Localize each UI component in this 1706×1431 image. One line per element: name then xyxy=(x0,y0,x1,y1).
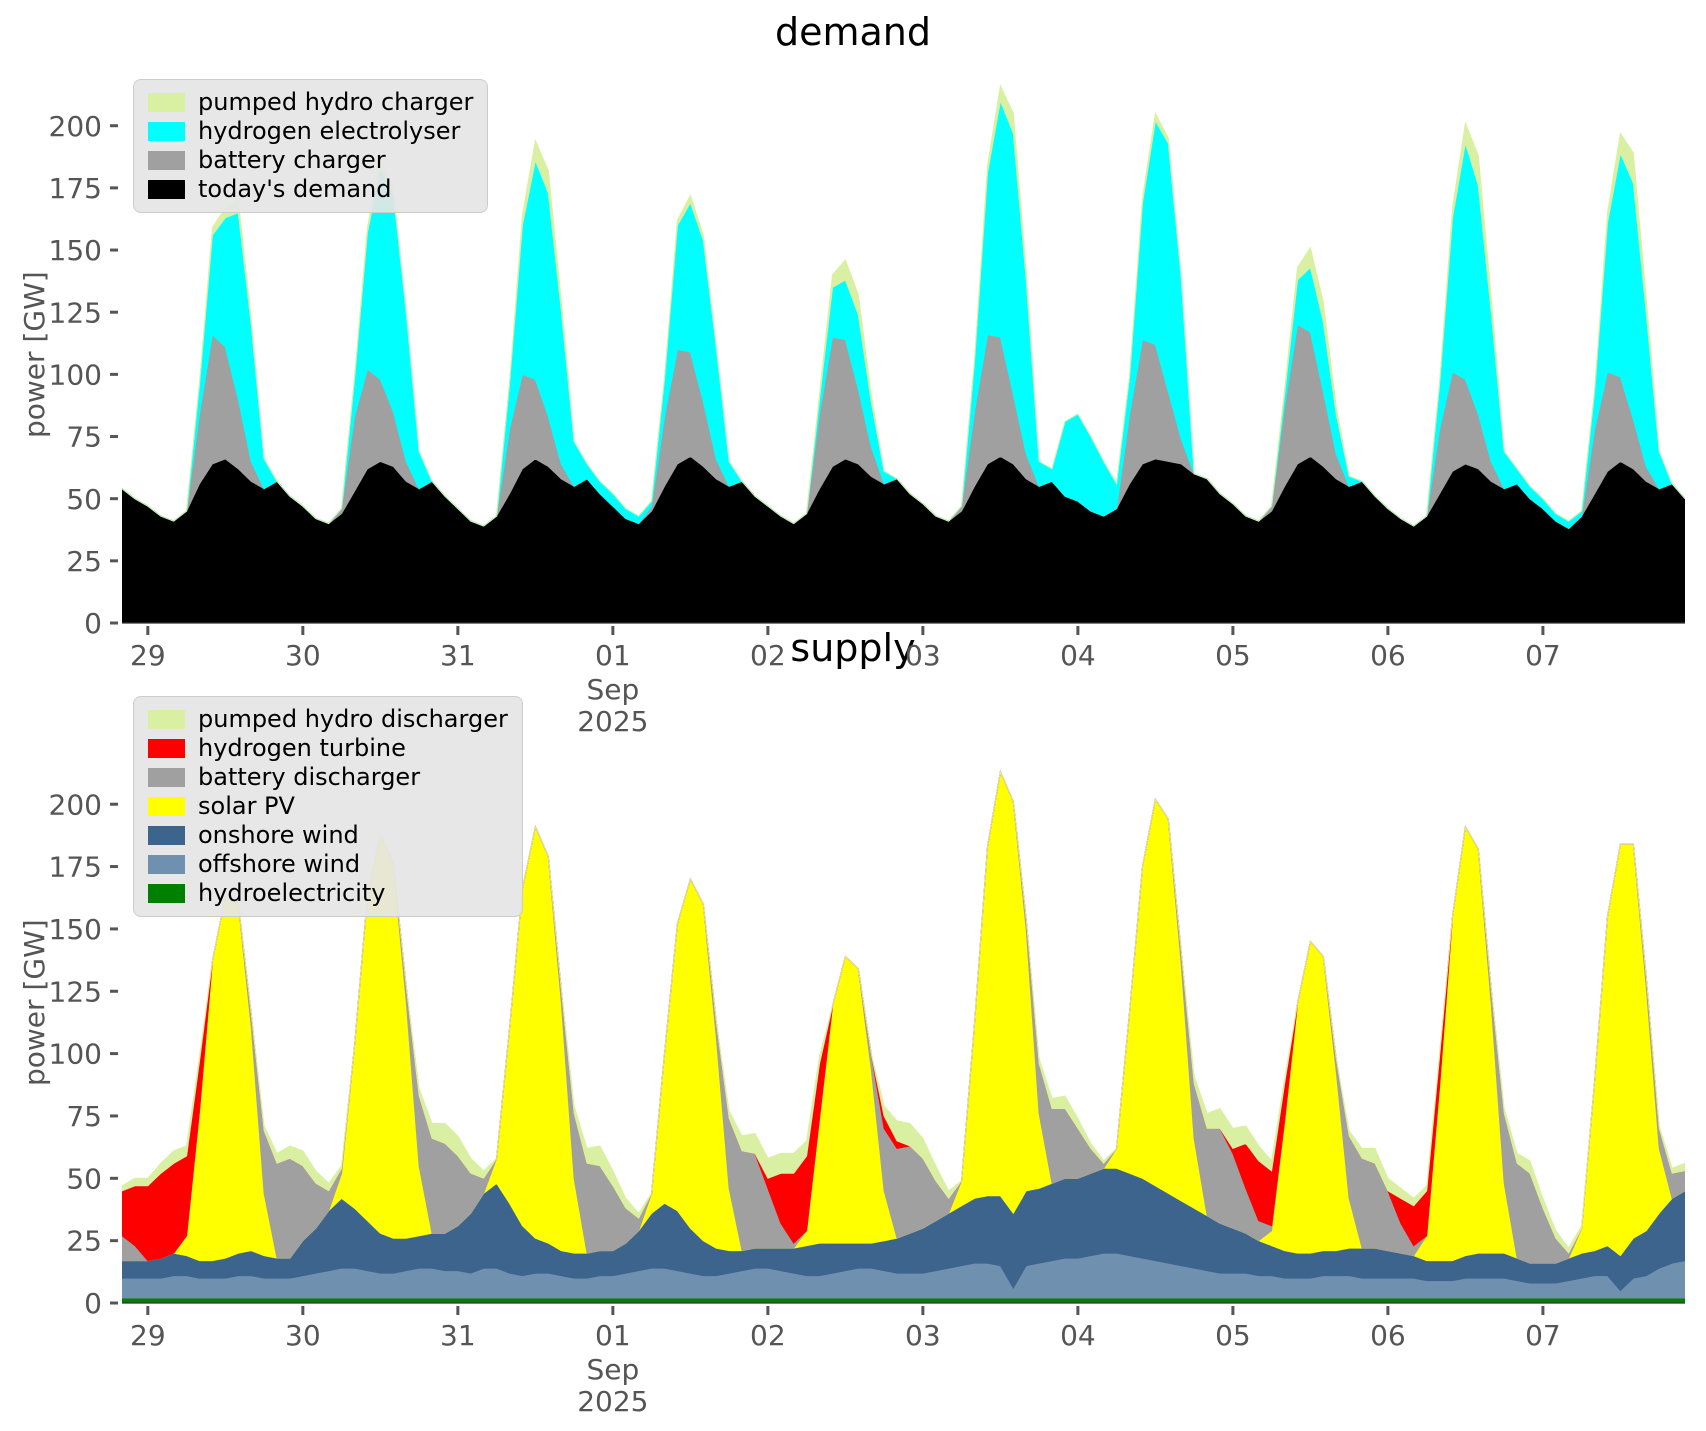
chart-title-demand: demand xyxy=(774,10,931,54)
legend-swatch-battery-charger xyxy=(148,151,185,170)
y-tick-label: 50 xyxy=(66,1162,102,1195)
legend-item-onshore-wind: onshore wind xyxy=(148,821,508,850)
legend-item-battery-charger: battery charger xyxy=(148,146,473,175)
y-axis-ticks-supply: 0 25 50 75 100 125 150 175 200 xyxy=(49,788,118,1320)
legend-supply: pumped hydro discharger hydrogen turbine b… xyxy=(133,696,523,917)
x-tick-label: 01 xyxy=(595,1319,631,1352)
x-tick-label: 05 xyxy=(1215,1319,1251,1352)
legend-swatch-pumped-hydro-discharger xyxy=(148,710,185,729)
y-tick-label: 125 xyxy=(49,975,102,1008)
y-tick-label: 0 xyxy=(84,607,102,640)
y-tick-label: 0 xyxy=(84,1287,102,1320)
legend-swatch-pumped-hydro-charger xyxy=(148,93,185,112)
legend-swatch-solar-pv xyxy=(148,797,185,816)
x-tick-label: 04 xyxy=(1060,1319,1096,1352)
legend-label-hydrogen-electrolyser: hydrogen electrolyser xyxy=(198,117,461,145)
legend-label-hydroelectricity: hydroelectricity xyxy=(198,879,386,907)
area-pumped-hydro-discharger xyxy=(122,770,1685,1254)
x-tick-label: 30 xyxy=(285,639,321,672)
legend-label-hydrogen-turbine: hydrogen turbine xyxy=(198,734,406,762)
legend-item-hydrogen-electrolyser: hydrogen electrolyser xyxy=(148,117,473,146)
legend-item-solar-pv: solar PV xyxy=(148,792,508,821)
x-tick-label: 07 xyxy=(1525,639,1561,672)
legend-item-pumped-hydro-charger: pumped hydro charger xyxy=(148,88,473,117)
legend-label-pumped-hydro-discharger: pumped hydro discharger xyxy=(198,705,508,733)
y-tick-label: 25 xyxy=(66,545,102,578)
x-tick-label: 31 xyxy=(440,1319,476,1352)
x-tick-label: 05 xyxy=(1215,639,1251,672)
legend-label-solar-pv: solar PV xyxy=(198,792,295,820)
x-tick-label: 06 xyxy=(1370,1319,1406,1352)
area-hydroelectricity xyxy=(122,1297,1685,1303)
legend-label-battery-discharger: battery discharger xyxy=(198,763,421,791)
x-tick-label: 06 xyxy=(1370,639,1406,672)
legend-swatch-hydrogen-electrolyser xyxy=(148,122,185,141)
legend-label-today-s-demand: today's demand xyxy=(198,175,392,203)
y-tick-label: 175 xyxy=(49,851,102,884)
legend-label-onshore-wind: onshore wind xyxy=(198,821,359,849)
y-tick-label: 25 xyxy=(66,1225,102,1258)
legend-item-offshore-wind: offshore wind xyxy=(148,850,508,879)
legend-swatch-offshore-wind xyxy=(148,855,185,874)
x-tick-label: 29 xyxy=(130,1319,166,1352)
legend-demand: pumped hydro charger hydrogen electrolyse… xyxy=(133,79,489,213)
x-tick-label: 30 xyxy=(285,1319,321,1352)
y-tick-label: 100 xyxy=(49,358,102,391)
x-tick-label: 29 xyxy=(130,639,166,672)
legend-label-pumped-hydro-charger: pumped hydro charger xyxy=(198,88,474,116)
legend-item-hydroelectricity: hydroelectricity xyxy=(148,879,508,908)
x-tick-label: 03 xyxy=(905,639,941,672)
x-tick-label: 02 xyxy=(750,1319,786,1352)
legend-swatch-battery-discharger xyxy=(148,768,185,787)
series-areas-demand xyxy=(122,84,1685,623)
legend-label-offshore-wind: offshore wind xyxy=(198,850,361,878)
y-tick-label: 75 xyxy=(66,1100,102,1133)
x-tick-label: 07 xyxy=(1525,1319,1561,1352)
legend-swatch-hydrogen-turbine xyxy=(148,739,185,758)
x-axis-sublabel: 2025 xyxy=(577,1385,648,1418)
legend-item-hydrogen-turbine: hydrogen turbine xyxy=(148,734,508,763)
y-tick-label: 175 xyxy=(49,172,102,205)
legend-item-today-s-demand: today's demand xyxy=(148,175,473,204)
x-tick-label: 31 xyxy=(440,639,476,672)
x-tick-label: 01 xyxy=(595,639,631,672)
legend-label-battery-charger: battery charger xyxy=(198,146,386,174)
legend-swatch-hydroelectricity xyxy=(148,884,185,903)
y-tick-label: 200 xyxy=(49,110,102,143)
legend-item-pumped-hydro-discharger: pumped hydro discharger xyxy=(148,705,508,734)
chart-title-supply: supply xyxy=(790,626,916,670)
legend-swatch-onshore-wind xyxy=(148,826,185,845)
y-tick-label: 150 xyxy=(49,913,102,946)
legend-item-battery-discharger: battery discharger xyxy=(148,763,508,792)
series-areas-supply xyxy=(122,770,1685,1303)
y-tick-label: 125 xyxy=(49,296,102,329)
y-tick-label: 200 xyxy=(49,788,102,821)
x-axis-sublabel: 2025 xyxy=(577,705,648,738)
y-tick-label: 150 xyxy=(49,234,102,267)
y-axis-ticks-demand: 0 25 50 75 100 125 150 175 200 xyxy=(49,110,118,640)
area-pumped-hydro-charger xyxy=(122,84,1685,527)
x-tick-label: 03 xyxy=(905,1319,941,1352)
y-tick-label: 100 xyxy=(49,1038,102,1071)
y-tick-label: 50 xyxy=(66,483,102,516)
x-axis-sublabel: Sep xyxy=(586,1353,639,1386)
x-axis-sublabel: Sep xyxy=(586,673,639,706)
x-tick-label: 04 xyxy=(1060,639,1096,672)
x-tick-label: 02 xyxy=(750,639,786,672)
y-tick-label: 75 xyxy=(66,421,102,454)
legend-swatch-today-s-demand xyxy=(148,180,185,199)
